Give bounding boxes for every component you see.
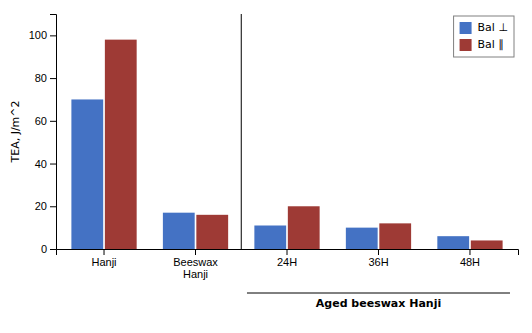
y-tick: 0 [41, 243, 56, 255]
legend-swatch [460, 39, 472, 51]
bar [163, 213, 195, 249]
x-tick: 36H [368, 249, 388, 268]
x-tick-mark [378, 249, 379, 255]
y-tick-label: 40 [35, 158, 47, 170]
y-axis-line [50, 15, 57, 250]
legend-frame [454, 16, 514, 57]
y-tick-mark [50, 78, 56, 79]
x-tick-mark [195, 249, 196, 255]
bar [71, 99, 103, 249]
y-tick-mark [50, 164, 56, 165]
y-tick-label: 80 [35, 72, 47, 84]
bar [196, 215, 228, 249]
y-tick-label: 60 [35, 115, 47, 127]
x-axis-line [57, 250, 519, 256]
y-tick: 60 [35, 115, 56, 127]
bar [346, 228, 378, 249]
y-tick: 20 [35, 200, 56, 212]
chart: 0 20 40 60 80 100 Hanji BeeswaxHanji 24H 36H 48H Ag… [0, 0, 532, 333]
bar [437, 236, 469, 249]
bar [379, 223, 411, 249]
plot: 0 20 40 60 80 100 Hanji BeeswaxHanji 24H 36H 48H Ag… [29, 14, 519, 310]
legend: Bal ⊥ Bal ∥ [454, 16, 514, 57]
y-tick-mark [50, 121, 56, 122]
group-label: Aged beeswax Hanji [316, 297, 441, 310]
x-tick: BeeswaxHanji [173, 249, 218, 280]
y-tick: 40 [35, 158, 56, 170]
group-bracket [247, 293, 510, 294]
bar [105, 40, 137, 249]
y-tick-label: 100 [29, 29, 47, 41]
x-tick-label: 36H [368, 256, 388, 268]
group-divider [241, 14, 242, 249]
x-axis: Hanji BeeswaxHanji 24H 36H 48H [57, 249, 519, 280]
legend-label: Bal ∥ [478, 38, 504, 51]
bar [254, 226, 286, 250]
legend-item: Bal ⊥ [460, 21, 508, 34]
x-tick: Hanji [91, 249, 116, 268]
y-tick-label: 0 [41, 243, 47, 255]
bar [471, 240, 503, 249]
y-tick-mark [50, 249, 56, 250]
y-axis-title: TEA, J/m^2 [9, 100, 22, 163]
x-tick: 24H [277, 249, 297, 268]
bars [71, 40, 502, 249]
x-tick-label: Hanji [91, 256, 116, 268]
legend-swatch [460, 22, 472, 34]
y-tick: 80 [35, 72, 56, 84]
x-tick-label: 48H [460, 256, 480, 268]
x-tick-label: BeeswaxHanji [173, 256, 218, 281]
legend-label: Bal ⊥ [478, 21, 508, 34]
legend-item: Bal ∥ [460, 38, 504, 51]
y-tick-mark [50, 35, 56, 36]
x-tick-mark [469, 249, 470, 255]
x-tick-label: 24H [277, 256, 297, 268]
y-tick-label: 20 [35, 200, 47, 212]
x-tick-mark [104, 249, 105, 255]
x-tick: 48H [460, 249, 480, 268]
y-axis: 0 20 40 60 80 100 [29, 15, 57, 256]
x-tick-mark [287, 249, 288, 255]
y-tick-mark [50, 206, 56, 207]
y-tick: 100 [29, 29, 56, 41]
bar [288, 206, 320, 249]
